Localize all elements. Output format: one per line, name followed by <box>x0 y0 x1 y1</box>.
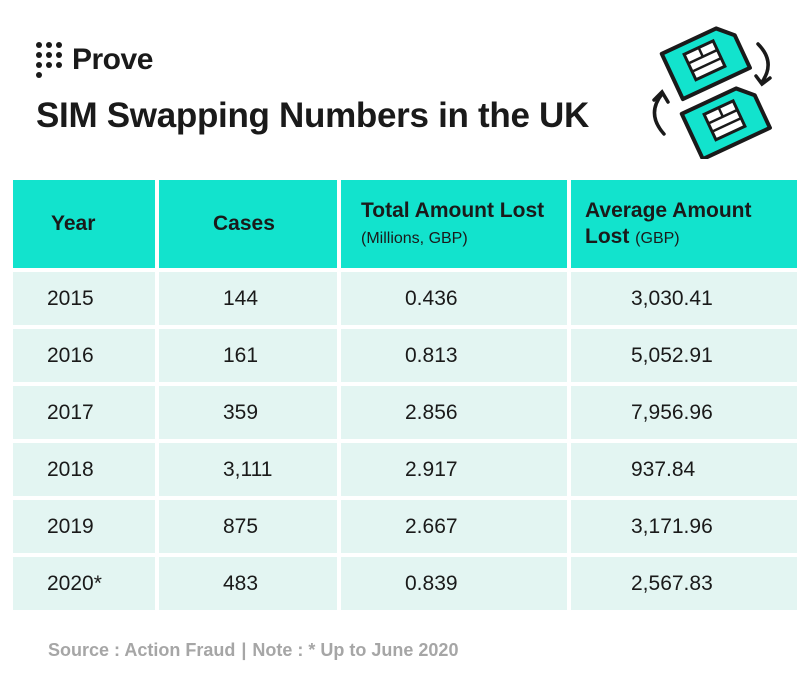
logo-text: Prove <box>72 43 153 76</box>
note-text: Note : * Up to June 2020 <box>252 640 459 660</box>
cell-year: 2017 <box>13 386 155 439</box>
table-row: 2016 161 0.813 5,052.91 <box>13 329 797 382</box>
column-header-cases: Cases <box>159 180 337 268</box>
cell-total-lost: 2.667 <box>341 500 567 553</box>
cell-year: 2020* <box>13 557 155 610</box>
source-text: Source : Action Fraud <box>48 640 236 660</box>
cell-total-lost: 2.917 <box>341 443 567 496</box>
cell-cases: 359 <box>159 386 337 439</box>
cell-cases: 144 <box>159 272 337 325</box>
table-row: 2020* 483 0.839 2,567.83 <box>13 557 797 610</box>
cell-total-lost: 2.856 <box>341 386 567 439</box>
cell-total-lost: 0.436 <box>341 272 567 325</box>
cell-cases: 161 <box>159 329 337 382</box>
cell-total-lost: 0.813 <box>341 329 567 382</box>
cell-year: 2016 <box>13 329 155 382</box>
cell-average-lost: 3,171.96 <box>571 500 797 553</box>
cell-year: 2015 <box>13 272 155 325</box>
dot-grid-icon <box>36 42 64 78</box>
table-row: 2019 875 2.667 3,171.96 <box>13 500 797 553</box>
column-header-average-lost: Average Amount Lost (GBP) <box>571 180 797 268</box>
sim-swap-table: Year Cases Total Amount Lost (Millions, … <box>9 176 800 614</box>
table-row: 2017 359 2.856 7,956.96 <box>13 386 797 439</box>
cell-average-lost: 5,052.91 <box>571 329 797 382</box>
cell-average-lost: 7,956.96 <box>571 386 797 439</box>
cell-average-lost: 2,567.83 <box>571 557 797 610</box>
cell-cases: 875 <box>159 500 337 553</box>
column-unit: (GBP) <box>635 230 680 247</box>
column-header-total-lost: Total Amount Lost (Millions, GBP) <box>341 180 567 268</box>
cell-cases: 3,111 <box>159 443 337 496</box>
brand-logo: Prove <box>36 40 153 80</box>
footer-note: Source : Action Fraud | Note : * Up to Jun… <box>48 640 458 661</box>
cell-average-lost: 937.84 <box>571 443 797 496</box>
table-row: 2018 3,111 2.917 937.84 <box>13 443 797 496</box>
table-header-row: Year Cases Total Amount Lost (Millions, … <box>13 180 797 268</box>
cell-total-lost: 0.839 <box>341 557 567 610</box>
cell-average-lost: 3,030.41 <box>571 272 797 325</box>
column-header-year: Year <box>13 180 155 268</box>
cell-cases: 483 <box>159 557 337 610</box>
page-title: SIM Swapping Numbers in the UK <box>36 96 589 135</box>
table-row: 2015 144 0.436 3,030.41 <box>13 272 797 325</box>
column-unit: (Millions, GBP) <box>361 230 468 247</box>
cell-year: 2019 <box>13 500 155 553</box>
cell-year: 2018 <box>13 443 155 496</box>
sim-swap-icon <box>652 26 772 159</box>
footer-separator: | <box>241 640 247 660</box>
